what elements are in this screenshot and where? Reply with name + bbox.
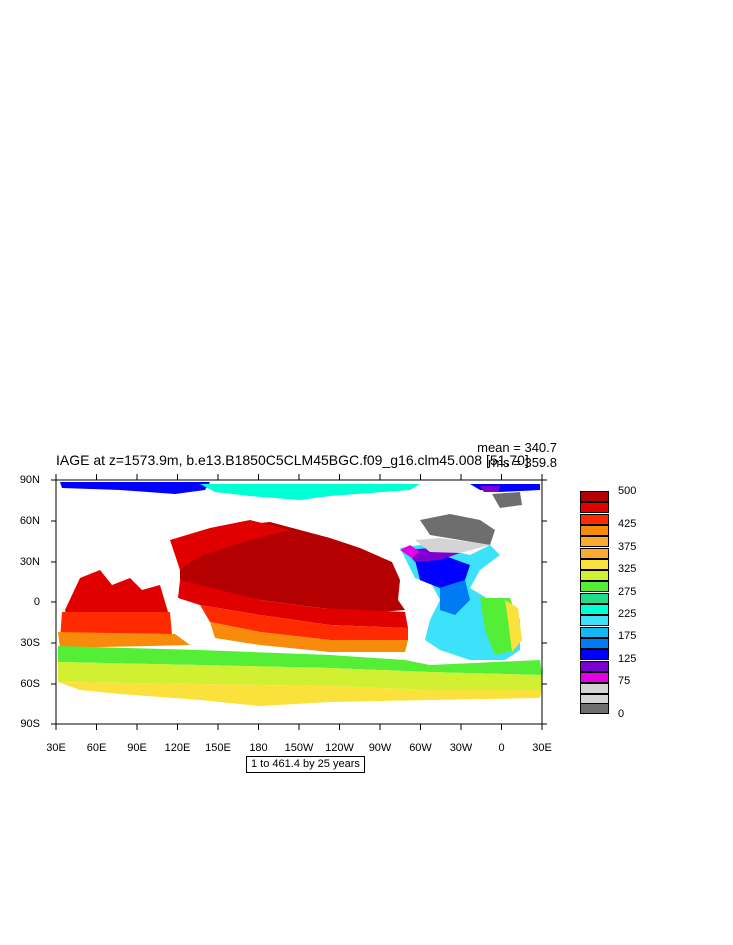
lat-label: 60N	[19, 515, 40, 527]
colorbar-swatch	[580, 671, 609, 683]
lon-label: 60E	[86, 742, 107, 754]
pacific-north-core	[180, 522, 405, 612]
lon-label: 150W	[284, 742, 314, 754]
lon-label: 150E	[205, 742, 231, 754]
colorbar-label: 325	[618, 563, 637, 575]
colorbar-swatch	[580, 558, 609, 570]
atlantic-tropical-blue	[440, 580, 470, 615]
lon-label: 0	[498, 742, 505, 754]
arctic-blue-east	[470, 484, 540, 492]
mean-stat: mean = 340.7	[477, 440, 557, 455]
arctic-blue	[60, 482, 210, 494]
arctic-purple	[480, 486, 500, 492]
colorbar-swatch	[580, 570, 609, 582]
pacific-north-west	[170, 520, 290, 570]
arctic-cyan	[200, 484, 420, 500]
lat-label: 60S	[20, 678, 40, 690]
atlantic-southeast-yellow	[505, 600, 522, 652]
colorbar-label: 500	[618, 485, 637, 497]
colorbar-swatch	[580, 660, 609, 672]
barents-grey	[492, 492, 522, 508]
colorbar-swatch	[580, 592, 609, 604]
colorbar-swatch	[580, 683, 609, 695]
labrador-magenta	[400, 545, 420, 558]
nordic-grey-light	[415, 538, 490, 553]
colorbar-swatch	[580, 524, 609, 536]
lon-label: 30E	[46, 742, 66, 754]
lat-label: 90S	[20, 718, 40, 730]
colorbar-label: 425	[618, 518, 637, 530]
nordic-grey-dark	[420, 514, 495, 545]
colorbar-label: 225	[618, 608, 637, 620]
contour-interval-label: 1 to 461.4 by 25 years	[246, 756, 365, 773]
ocean-field	[58, 482, 542, 706]
pacific-equatorial	[178, 580, 408, 628]
colorbar-swatch	[580, 536, 609, 548]
pacific-south-mid	[210, 622, 408, 652]
colorbar-swatch	[580, 513, 609, 525]
colorbar-swatch	[580, 649, 609, 661]
lon-label: 90W	[368, 742, 392, 754]
colorbar-label: 0	[618, 708, 625, 720]
colorbar-swatch	[580, 615, 609, 627]
lat-label: 0	[33, 596, 40, 608]
lon-label: 120W	[325, 742, 354, 754]
lat-label: 30N	[19, 556, 40, 568]
colorbar-swatch	[580, 502, 609, 514]
y-ticks	[51, 479, 547, 725]
southern-ocean-yellow	[58, 682, 542, 706]
lon-label: 60W	[409, 742, 432, 754]
colorbar-swatch	[580, 604, 609, 615]
lon-label: 90E	[127, 742, 147, 754]
colorbar-label: 375	[618, 541, 637, 553]
colorbar-label: 75	[618, 675, 631, 687]
lon-label: 180	[249, 742, 268, 754]
lon-label: 120E	[164, 742, 191, 754]
rms-stat: rms = 359.8	[487, 455, 557, 470]
lat-label: 90N	[19, 474, 40, 486]
colorbar-label: 275	[618, 586, 637, 598]
indian-south	[58, 632, 190, 648]
pacific-south-subtrop	[200, 605, 408, 640]
colorbar-swatch	[580, 547, 609, 559]
colorbar-swatch	[580, 626, 609, 638]
colorbar-label: 175	[618, 630, 637, 642]
colorbar-swatch	[580, 703, 609, 714]
colorbar-swatch	[580, 581, 609, 593]
page-title: IAGE at z=1573.9m, b.e13.B1850C5CLM45BGC…	[56, 452, 529, 468]
southern-ocean-green	[58, 646, 542, 675]
colorbar-swatch	[580, 491, 609, 502]
x-ticks	[55, 474, 543, 730]
atlantic-north-blue	[415, 556, 470, 588]
southern-ocean-lime	[58, 662, 542, 690]
lat-label: 30S	[20, 637, 40, 649]
lon-label: 30E	[532, 742, 552, 754]
colorbar-swatch	[580, 637, 609, 649]
lon-label: 30W	[449, 742, 473, 754]
colorbar-label: 125	[618, 653, 637, 665]
